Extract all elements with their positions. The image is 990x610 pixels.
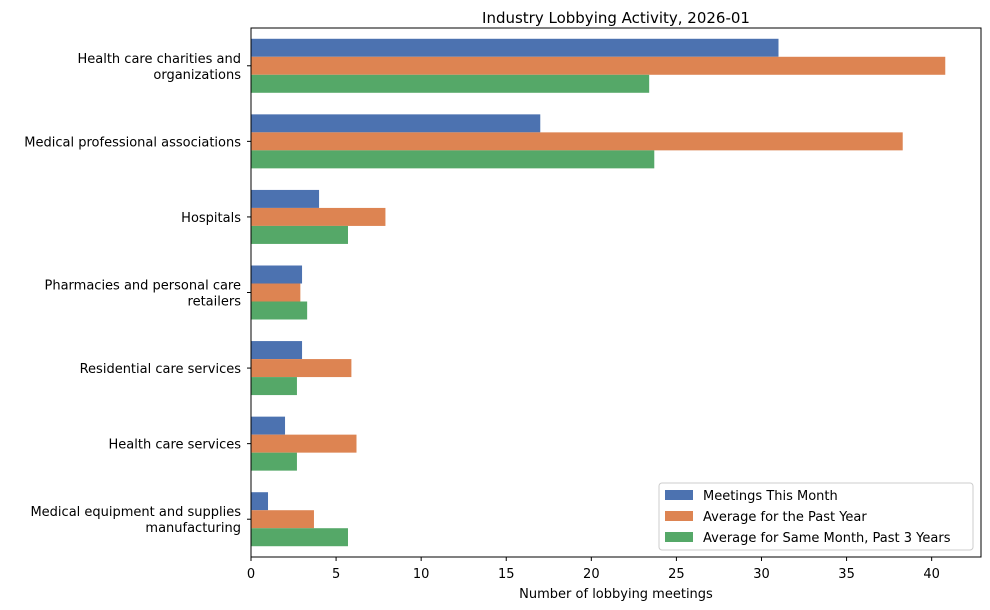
legend-swatch bbox=[665, 511, 693, 521]
y-tick-label: Medical equipment and supplies bbox=[30, 505, 241, 520]
plot-frame bbox=[250, 27, 982, 558]
bar bbox=[251, 359, 352, 378]
bar bbox=[251, 74, 650, 93]
x-tick-label: 25 bbox=[668, 567, 685, 582]
bar bbox=[251, 207, 386, 226]
bar bbox=[251, 510, 314, 529]
bar bbox=[251, 56, 946, 75]
y-tick-label: Hospitals bbox=[181, 211, 241, 226]
bar bbox=[251, 189, 320, 208]
x-tick-label: 35 bbox=[838, 567, 855, 582]
legend-label: Average for Same Month, Past 3 Years bbox=[703, 531, 951, 546]
bar bbox=[251, 150, 655, 169]
bar bbox=[251, 452, 297, 471]
bar bbox=[251, 225, 348, 244]
y-tick-label: Health care services bbox=[109, 438, 242, 453]
bar bbox=[251, 377, 297, 396]
bar bbox=[251, 265, 303, 284]
y-tick-label: Health care charities and bbox=[77, 52, 241, 67]
bar bbox=[251, 38, 779, 57]
bar bbox=[251, 341, 303, 360]
y-tick-label: retailers bbox=[188, 295, 242, 310]
bar bbox=[251, 416, 286, 435]
legend-box bbox=[658, 482, 974, 551]
legend-swatch bbox=[665, 532, 693, 542]
bar bbox=[251, 434, 357, 453]
bar bbox=[251, 132, 903, 151]
chart-title: Industry Lobbying Activity, 2026-01 bbox=[482, 9, 750, 27]
y-tick-label: organizations bbox=[153, 68, 241, 83]
x-tick-label: 30 bbox=[753, 567, 770, 582]
y-tick-label: Residential care services bbox=[80, 362, 242, 377]
x-tick-label: 0 bbox=[247, 567, 255, 582]
y-tick-label: Pharmacies and personal care bbox=[45, 279, 242, 294]
bar bbox=[251, 114, 541, 133]
bar bbox=[251, 283, 301, 302]
legend-label: Average for the Past Year bbox=[703, 510, 867, 525]
y-tick-label: Medical professional associations bbox=[24, 135, 241, 150]
x-tick-label: 5 bbox=[332, 567, 340, 582]
x-tick-label: 15 bbox=[498, 567, 515, 582]
y-tick-label: manufacturing bbox=[145, 521, 241, 536]
x-tick-label: 40 bbox=[923, 567, 940, 582]
bar bbox=[251, 301, 308, 320]
legend-swatch bbox=[665, 490, 693, 500]
x-tick-label: 20 bbox=[583, 567, 600, 582]
x-tick-label: 10 bbox=[413, 567, 430, 582]
x-axis-label: Number of lobbying meetings bbox=[519, 587, 713, 602]
bar bbox=[251, 528, 348, 547]
bar bbox=[251, 492, 269, 511]
legend-label: Meetings This Month bbox=[703, 489, 838, 504]
legend: Meetings This Month Average for the Past … bbox=[658, 482, 974, 551]
